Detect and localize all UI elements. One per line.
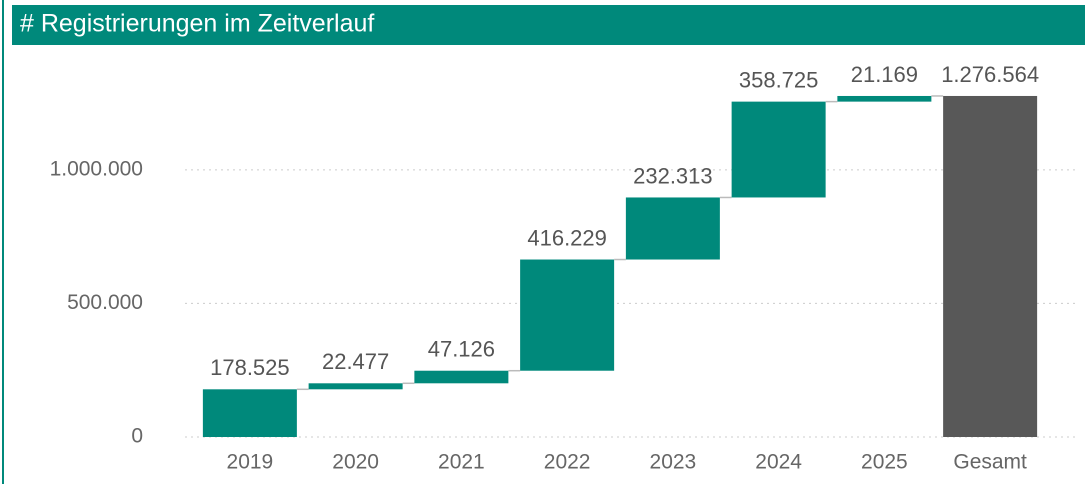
chart-title: # Registrierungen im Zeitverlauf (20, 10, 374, 38)
y-tick-label: 0 (131, 425, 143, 448)
bar (731, 101, 826, 198)
x-tick-label: 2023 (650, 451, 697, 474)
y-tick-label: 500.000 (67, 291, 143, 314)
x-tick-label: Gesamt (953, 451, 1027, 474)
bar (625, 197, 720, 260)
data-label: 178.525 (210, 355, 290, 380)
data-label: 232.313 (633, 163, 713, 188)
x-tick-label: 2019 (227, 451, 274, 474)
bar (414, 370, 509, 384)
data-label: 21.169 (851, 62, 918, 87)
x-tick-label: 2025 (861, 451, 908, 474)
y-tick-label: 1.000.000 (50, 157, 143, 180)
bar (308, 383, 403, 390)
x-tick-label: 2022 (544, 451, 591, 474)
x-tick-label: 2024 (755, 451, 802, 474)
bar (202, 389, 297, 437)
total-bar (943, 95, 1038, 438)
x-tick-label: 2021 (438, 451, 485, 474)
data-label: 358.725 (739, 67, 819, 92)
data-label: 22.477 (322, 349, 389, 374)
bar (520, 259, 615, 371)
title-bar (12, 5, 1085, 45)
bar (837, 95, 932, 102)
data-label: 1.276.564 (941, 62, 1039, 87)
x-tick-label: 2020 (332, 451, 379, 474)
data-label: 416.229 (527, 225, 607, 250)
data-label: 47.126 (428, 337, 495, 362)
